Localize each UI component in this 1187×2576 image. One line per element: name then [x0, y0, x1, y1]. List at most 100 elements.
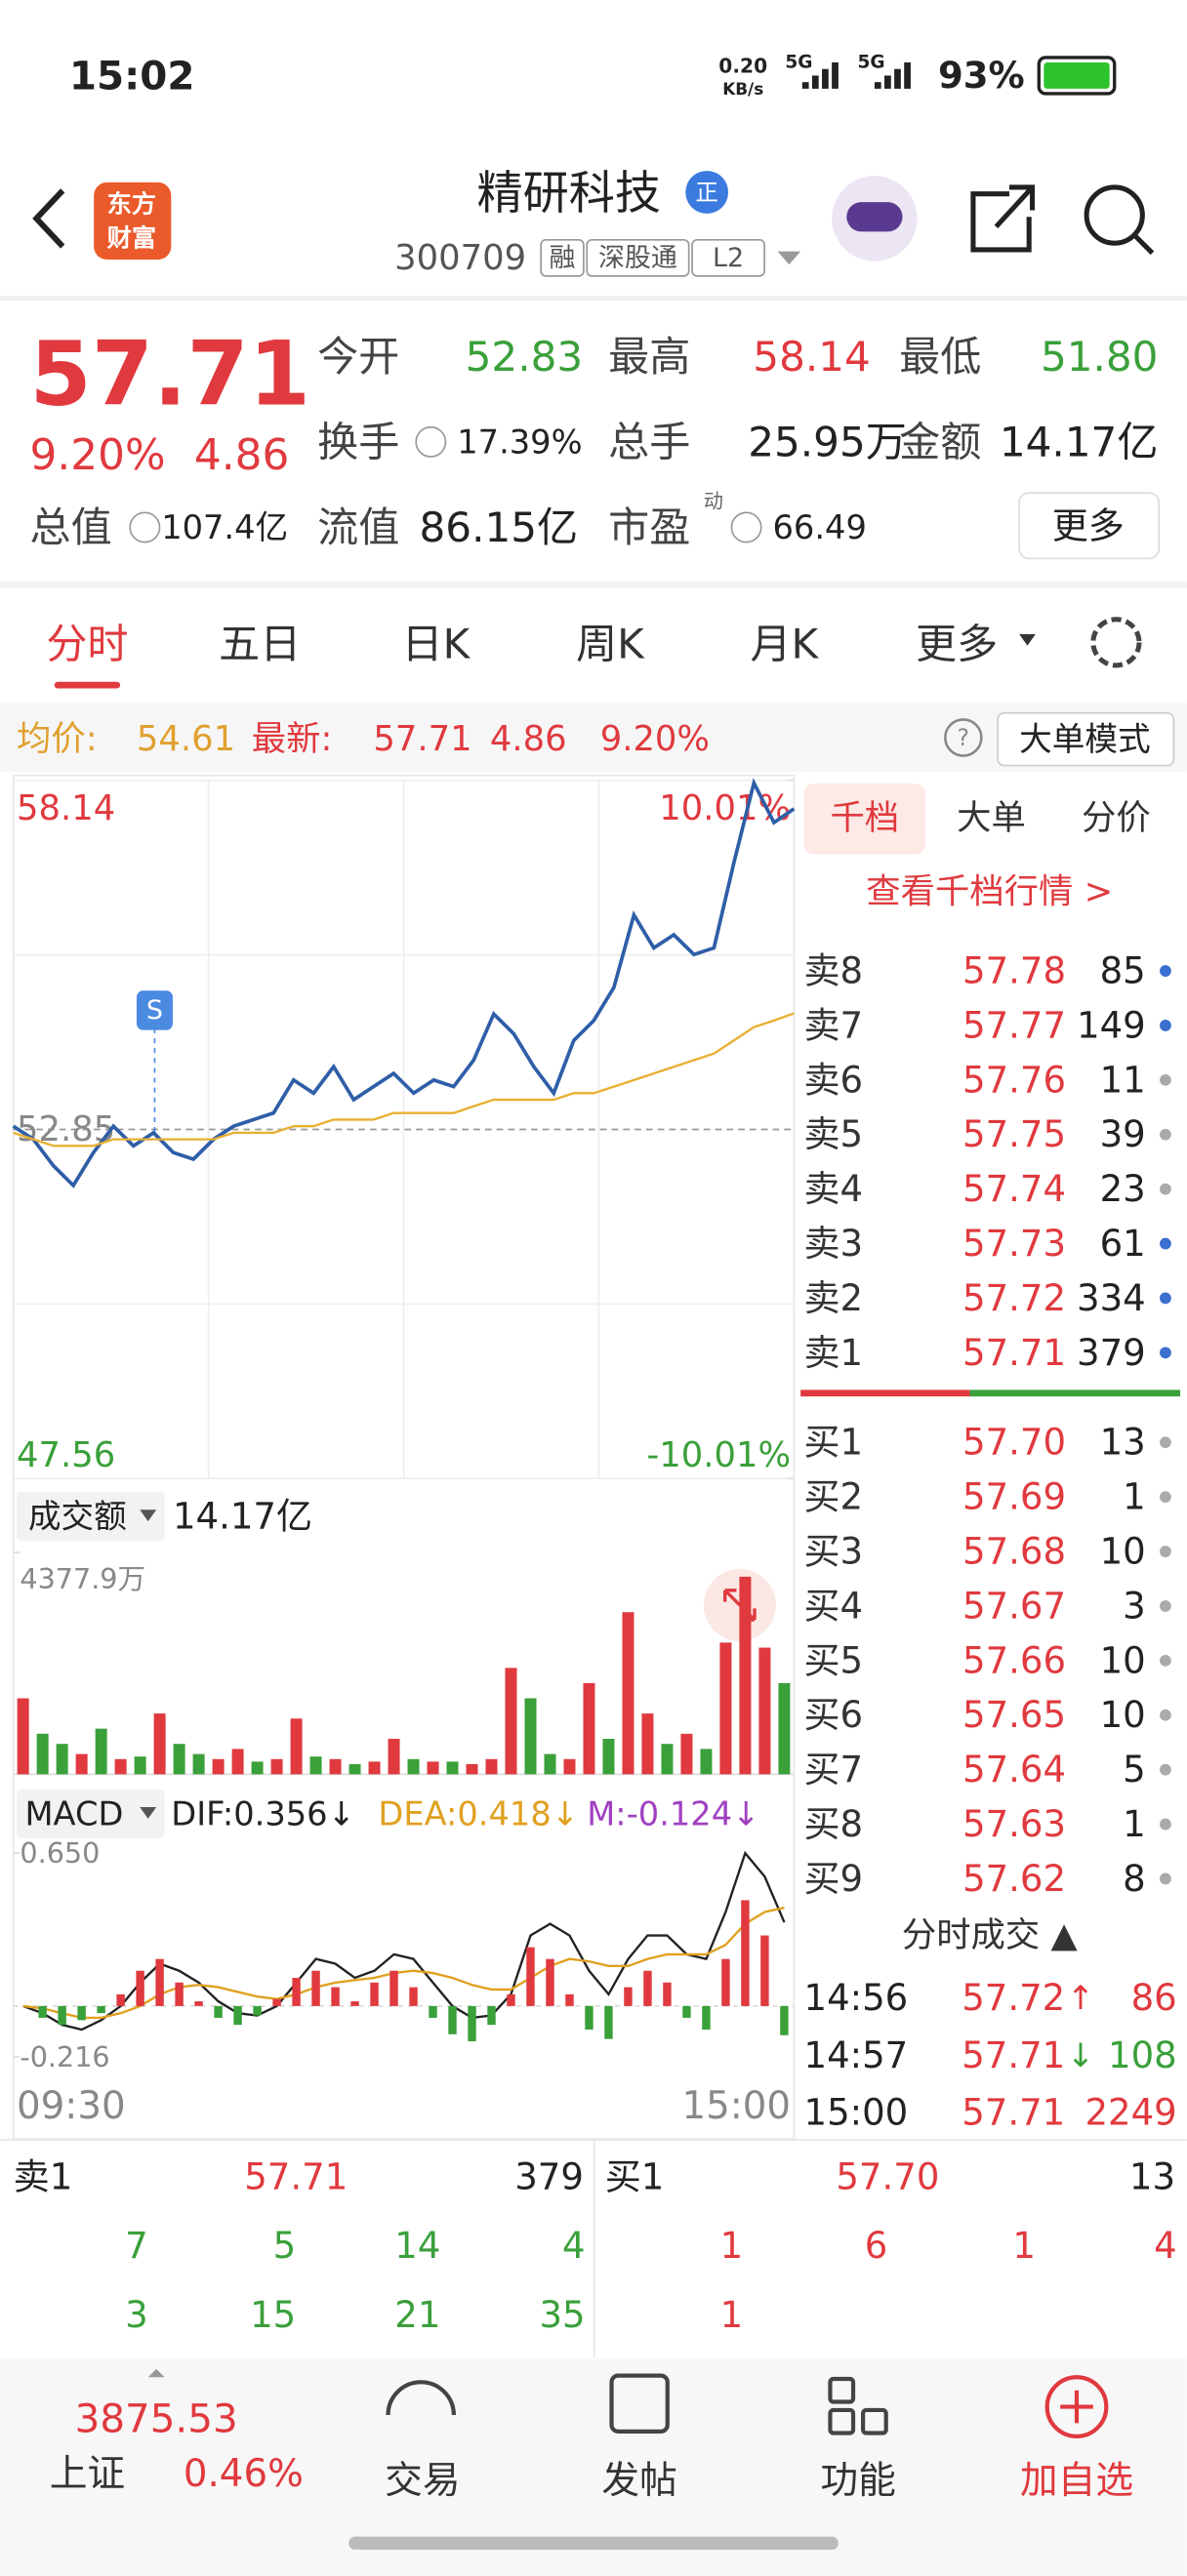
- book-link[interactable]: 查看千档行情 >: [866, 872, 1113, 912]
- bar: [719, 1642, 732, 1775]
- book-price: 57.68: [962, 1531, 1066, 1573]
- histogram-bar: [194, 2001, 203, 2006]
- book-label: 买2: [804, 1476, 864, 1518]
- nav-item[interactable]: 交易: [385, 2459, 460, 2503]
- add-icon: [1044, 2375, 1109, 2438]
- bar: [622, 1612, 634, 1775]
- search-handle: [1132, 232, 1155, 256]
- legend-item: DEA:0.418↓: [378, 1794, 579, 1832]
- legend-item: M:-0.124↓: [587, 1794, 759, 1832]
- nav-item[interactable]: 发帖: [601, 2459, 676, 2503]
- histogram-bar: [272, 1998, 281, 2006]
- back-button[interactable]: [32, 188, 65, 249]
- queue-order: 35: [539, 2294, 585, 2336]
- bar: [309, 1756, 322, 1775]
- help-icon[interactable]: [944, 718, 983, 757]
- active-tab-bg: [803, 784, 926, 855]
- book-dot: [1160, 1292, 1171, 1305]
- home-indicator: [348, 2536, 839, 2551]
- book-tab[interactable]: 千档: [830, 798, 899, 838]
- settings-button[interactable]: [1090, 617, 1142, 668]
- histogram-bar: [565, 1993, 574, 2006]
- book-tab[interactable]: 分价: [1082, 798, 1151, 838]
- book-dot: [1160, 1347, 1171, 1359]
- search-button[interactable]: [1084, 184, 1145, 246]
- book-volume: 13: [1100, 1422, 1146, 1464]
- bar: [407, 1758, 420, 1775]
- tab[interactable]: 月K: [750, 620, 819, 667]
- book-price: 57.78: [962, 950, 1066, 992]
- bar: [700, 1749, 713, 1775]
- book-label: 卖5: [804, 1113, 864, 1155]
- mode-button[interactable]: [997, 711, 1175, 767]
- more-button[interactable]: 更多: [1052, 504, 1125, 546]
- book-dot: [1160, 1546, 1171, 1557]
- y2-tick-label: 10.01%: [659, 788, 791, 828]
- mode-button[interactable]: 大单模式: [1019, 720, 1151, 758]
- book-price: 57.77: [962, 1004, 1066, 1046]
- book-label: 卖2: [804, 1277, 864, 1319]
- tab[interactable]: 日K: [402, 620, 471, 667]
- book-label: 卖6: [804, 1059, 864, 1101]
- trade-volume: 2249: [1085, 2092, 1176, 2134]
- field-value: 86.15亿: [420, 503, 579, 551]
- queue-volume: 379: [514, 2155, 584, 2197]
- nav-item[interactable]: 加自选: [1020, 2459, 1133, 2503]
- book-price: 57.63: [962, 1803, 1066, 1845]
- bar: [17, 1698, 29, 1775]
- bar: [329, 1758, 342, 1775]
- indicator-select[interactable]: [17, 1789, 165, 1839]
- bar: [192, 1753, 205, 1775]
- marker: S: [146, 995, 163, 1026]
- book-dot: [1160, 1491, 1171, 1504]
- field-value: 107.4亿: [161, 508, 288, 546]
- queue-order: 21: [394, 2294, 440, 2336]
- histogram-bar: [624, 1987, 633, 2006]
- info-text: 54.61: [137, 719, 235, 759]
- signal-bar: [884, 75, 891, 89]
- tab-underline: [54, 681, 121, 689]
- trade-icon: [386, 2380, 456, 2416]
- logo: [94, 181, 172, 261]
- index-change: 0.46%: [184, 2452, 304, 2496]
- book-label: 买9: [804, 1858, 864, 1900]
- post-icon: [609, 2373, 670, 2434]
- share-button[interactable]: [970, 184, 1036, 253]
- book-price: 57.72: [962, 1277, 1066, 1319]
- queue-price: 57.71: [244, 2155, 348, 2197]
- bar: [56, 1744, 68, 1775]
- index-name: 上证: [50, 2452, 125, 2496]
- book-label: 买3: [804, 1531, 864, 1573]
- queue-order: 7: [125, 2225, 148, 2267]
- battery-level: [1044, 61, 1110, 89]
- signal: 5G: [857, 52, 884, 72]
- trades-title[interactable]: 分时成交 ▲: [902, 1915, 1079, 1955]
- field-value: 66.49: [773, 508, 867, 546]
- bar: [661, 1744, 674, 1775]
- battery: [1037, 56, 1117, 96]
- signal-bar: [874, 82, 881, 89]
- trade-price: 57.71: [962, 2092, 1065, 2134]
- field-label: 总值: [30, 503, 112, 551]
- field-value: 52.83: [466, 333, 583, 381]
- book-tab[interactable]: 大单: [957, 798, 1026, 838]
- field-label: 换手: [317, 418, 399, 465]
- histogram-bar: [682, 2005, 691, 2018]
- tag: 融: [550, 243, 576, 273]
- histogram-bar: [585, 2005, 594, 2030]
- tab[interactable]: 分时: [46, 620, 128, 667]
- nav-item[interactable]: 功能: [820, 2459, 895, 2503]
- bar: [270, 1758, 283, 1775]
- change-pct: 9.20%: [30, 430, 166, 480]
- histogram-bar: [448, 2005, 457, 2034]
- marker-box: [136, 990, 173, 1030]
- signal-bar: [894, 68, 901, 89]
- more-button[interactable]: [1018, 492, 1161, 560]
- tab[interactable]: 五日: [219, 620, 301, 667]
- tab[interactable]: 周K: [576, 620, 645, 667]
- tab[interactable]: 更多: [916, 620, 998, 667]
- info-bar-bg: [0, 703, 1187, 773]
- info-icon: [730, 511, 762, 543]
- indicator-select[interactable]: [17, 1491, 165, 1542]
- x-tick-label: 09:30: [17, 2084, 126, 2128]
